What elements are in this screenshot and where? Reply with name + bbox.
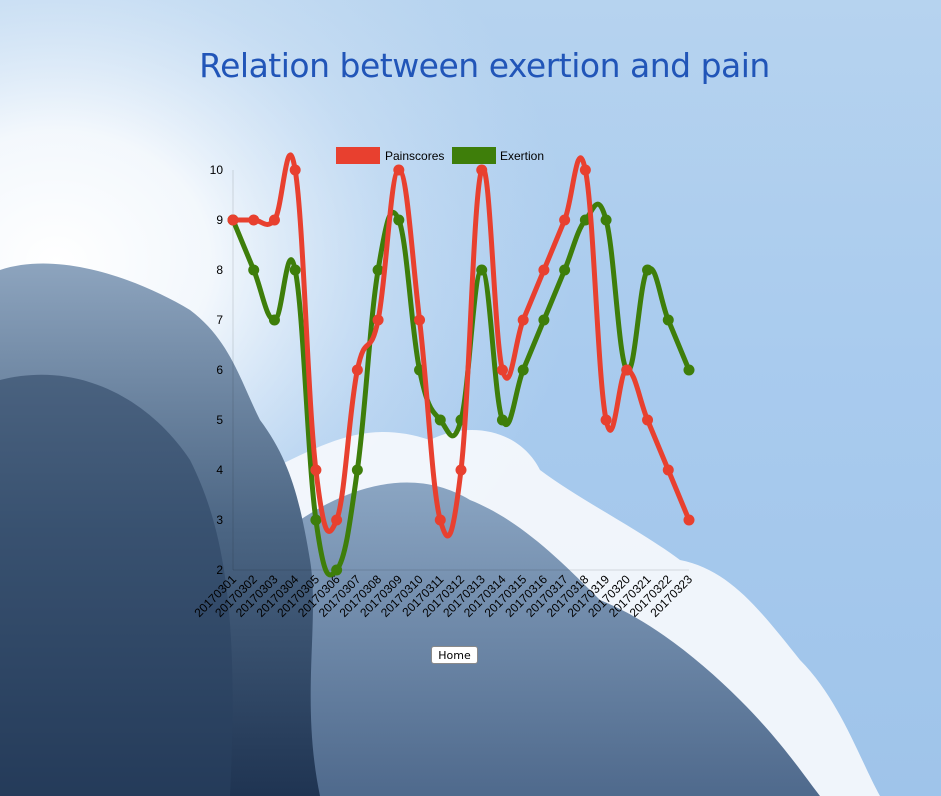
data-point-exertion[interactable] xyxy=(538,314,550,326)
data-point-painscores[interactable] xyxy=(331,514,343,526)
data-point-exertion[interactable] xyxy=(248,264,260,276)
legend-swatch-painscores xyxy=(336,147,380,164)
data-point-exertion[interactable] xyxy=(351,464,363,476)
data-point-painscores[interactable] xyxy=(559,214,571,226)
legend-label-exertion: Exertion xyxy=(500,149,544,163)
data-point-painscores[interactable] xyxy=(517,314,529,326)
data-point-exertion[interactable] xyxy=(642,264,654,276)
legend-swatch-exertion xyxy=(452,147,496,164)
data-point-exertion[interactable] xyxy=(331,564,343,576)
data-point-exertion[interactable] xyxy=(434,414,446,426)
data-point-painscores[interactable] xyxy=(289,164,301,176)
data-point-exertion[interactable] xyxy=(268,314,280,326)
y-tick-label: 3 xyxy=(216,513,223,527)
y-tick-label: 6 xyxy=(216,363,223,377)
data-point-painscores[interactable] xyxy=(248,214,260,226)
series-painscores xyxy=(227,152,695,539)
data-point-exertion[interactable] xyxy=(393,214,405,226)
data-point-exertion[interactable] xyxy=(289,264,301,276)
series-line-exertion xyxy=(230,201,692,578)
y-tick-label: 10 xyxy=(210,163,224,177)
data-point-painscores[interactable] xyxy=(476,164,488,176)
data-point-exertion[interactable] xyxy=(683,364,695,376)
x-axis: 2017030120170302201703032017030420170305… xyxy=(191,569,695,620)
data-point-painscores[interactable] xyxy=(351,364,363,376)
y-tick-label: 8 xyxy=(216,263,223,277)
data-point-exertion[interactable] xyxy=(600,214,612,226)
data-point-exertion[interactable] xyxy=(662,314,674,326)
data-point-exertion[interactable] xyxy=(517,364,529,376)
page-title: Relation between exertion and pain xyxy=(199,46,770,85)
data-point-painscores[interactable] xyxy=(642,414,654,426)
data-point-painscores[interactable] xyxy=(621,364,633,376)
data-point-exertion[interactable] xyxy=(372,264,384,276)
data-point-painscores[interactable] xyxy=(310,464,322,476)
data-point-painscores[interactable] xyxy=(683,514,695,526)
data-point-painscores[interactable] xyxy=(227,214,239,226)
y-tick-label: 5 xyxy=(216,413,223,427)
chart-series xyxy=(227,152,695,578)
data-point-exertion[interactable] xyxy=(496,414,508,426)
data-point-painscores[interactable] xyxy=(600,414,612,426)
data-point-painscores[interactable] xyxy=(496,364,508,376)
data-point-painscores[interactable] xyxy=(455,464,467,476)
data-point-painscores[interactable] xyxy=(434,514,446,526)
data-point-exertion[interactable] xyxy=(559,264,571,276)
data-point-painscores[interactable] xyxy=(414,314,426,326)
data-point-painscores[interactable] xyxy=(372,314,384,326)
y-tick-label: 9 xyxy=(216,213,223,227)
data-point-painscores[interactable] xyxy=(538,264,550,276)
y-axis: 2 3 4 5 6 7 8 9 10 xyxy=(210,163,234,577)
series-exertion xyxy=(227,201,695,578)
y-tick-label: 2 xyxy=(216,563,223,577)
home-button[interactable]: Home xyxy=(431,646,478,664)
series-line-painscores xyxy=(230,152,692,539)
chart-legend: Painscores Exertion xyxy=(336,147,544,164)
data-point-painscores[interactable] xyxy=(579,164,591,176)
legend-label-painscores: Painscores xyxy=(385,149,444,163)
data-point-exertion[interactable] xyxy=(476,264,488,276)
data-point-exertion[interactable] xyxy=(310,514,322,526)
y-tick-label: 7 xyxy=(216,313,223,327)
data-point-painscores[interactable] xyxy=(393,164,405,176)
data-point-painscores[interactable] xyxy=(662,464,674,476)
y-tick-label: 4 xyxy=(216,463,223,477)
data-point-painscores[interactable] xyxy=(268,214,280,226)
